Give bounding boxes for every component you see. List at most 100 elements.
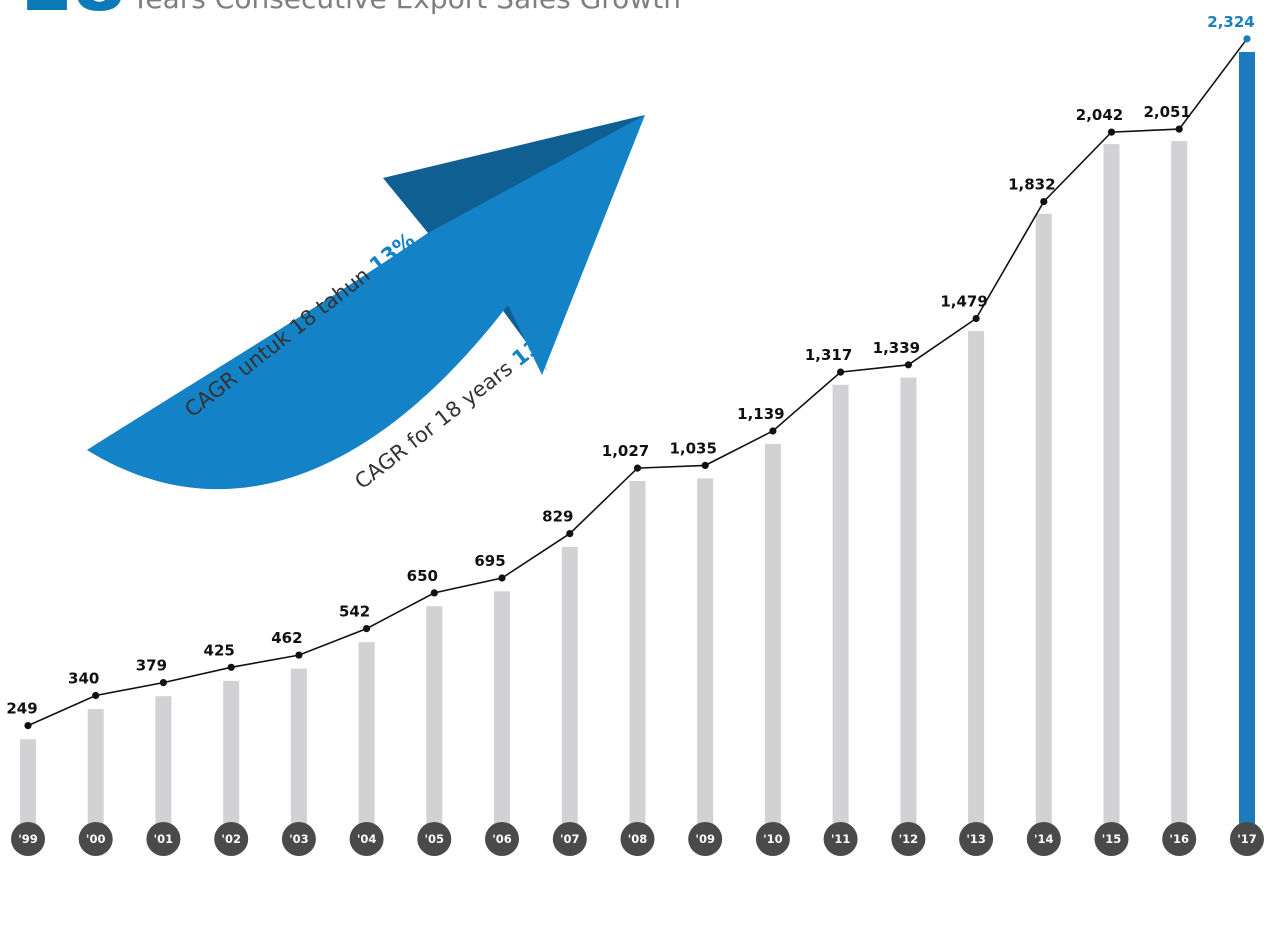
tick-circle-5 — [349, 822, 384, 856]
tick-circle-3 — [214, 822, 249, 856]
bar-15 — [1035, 213, 1052, 826]
bar-1 — [87, 709, 104, 825]
point-9 — [633, 464, 642, 472]
bar-14 — [968, 331, 985, 825]
bar-5 — [358, 642, 375, 825]
tick-label-15: '14 — [1034, 832, 1054, 846]
tick-label-18: '17 — [1237, 832, 1257, 846]
tick-circle-7 — [485, 822, 519, 856]
bar-16 — [1103, 144, 1120, 826]
tick-circle-15 — [1026, 822, 1061, 856]
tick-label-1: '00 — [86, 832, 106, 846]
value-label-16: 2,042 — [1076, 106, 1123, 124]
value-label-18: 2,324 — [1207, 13, 1254, 31]
point-2 — [159, 679, 167, 687]
tick-label-11: '10 — [763, 832, 783, 846]
bar-3 — [223, 680, 240, 825]
chart-title: Years Consecutive Export Sales Growth — [131, 0, 681, 15]
bar-18 — [1239, 52, 1255, 825]
value-label-15: 1,832 — [1008, 176, 1055, 194]
tick-label-3: '02 — [221, 832, 241, 846]
bar-9 — [629, 481, 646, 825]
bar-17 — [1171, 141, 1188, 826]
tick-label-17: '16 — [1169, 832, 1189, 846]
point-14 — [972, 314, 980, 323]
point-6 — [430, 589, 438, 597]
tick-label-5: '04 — [357, 832, 377, 846]
value-label-0: 249 — [6, 700, 37, 718]
tick-circle-18 — [1230, 822, 1264, 856]
value-label-6: 650 — [407, 567, 438, 585]
point-15 — [1040, 198, 1048, 206]
bar-2 — [155, 696, 172, 825]
tick-circle-17 — [1162, 822, 1197, 856]
point-5 — [363, 625, 371, 633]
tick-label-13: '12 — [899, 832, 919, 846]
value-label-13: 1,339 — [873, 339, 920, 357]
value-label-9: 1,027 — [602, 442, 649, 460]
tick-circle-14 — [959, 822, 994, 856]
value-label-2: 379 — [136, 657, 167, 675]
growth-arrow-icon — [87, 115, 645, 490]
point-4 — [295, 651, 303, 659]
tick-label-6: '05 — [425, 832, 445, 846]
point-1 — [92, 691, 100, 700]
tick-circle-4 — [281, 822, 316, 856]
point-8 — [566, 530, 574, 538]
point-18 — [1243, 35, 1251, 43]
point-13 — [904, 361, 913, 369]
tick-circle-9 — [620, 822, 655, 856]
value-label-7: 695 — [474, 552, 505, 570]
point-7 — [498, 574, 506, 582]
tick-circle-2 — [146, 822, 181, 856]
tick-label-7: '06 — [492, 832, 512, 846]
point-10 — [701, 461, 709, 469]
tick-label-9: '08 — [628, 832, 648, 846]
bar-8 — [561, 546, 578, 825]
trend-line-group — [24, 35, 1251, 730]
tick-circle-16 — [1094, 822, 1129, 856]
tick-label-2: '01 — [154, 832, 174, 846]
value-labels-group: 249 340 379 425 462 542 650 695 829 1,027 1,035 1,1… — [6, 13, 1254, 718]
value-label-8: 829 — [542, 508, 573, 526]
point-17 — [1175, 125, 1183, 133]
bar-6 — [426, 606, 443, 825]
tick-label-10: '09 — [695, 832, 715, 846]
tick-circle-8 — [552, 822, 587, 856]
bar-12 — [832, 384, 849, 825]
value-label-1: 340 — [68, 670, 99, 688]
value-label-14: 1,479 — [940, 293, 987, 311]
tick-circle-0 — [11, 822, 45, 856]
tick-circle-12 — [823, 822, 858, 856]
point-12 — [837, 368, 845, 376]
tick-circle-6 — [417, 822, 452, 856]
bar-0 — [20, 739, 36, 825]
tick-circle-10 — [688, 822, 723, 856]
value-label-11: 1,139 — [737, 405, 784, 423]
bar-10 — [697, 478, 714, 825]
value-label-4: 462 — [271, 629, 302, 647]
bar-11 — [764, 443, 781, 825]
tick-label-16: '15 — [1102, 832, 1122, 846]
x-axis-ticks-group: '99 '00 '01 '02 '03 '04 '05 '06 '07 '08 '09 '10 '11 '… — [11, 822, 1264, 856]
tick-label-8: '07 — [560, 832, 580, 846]
value-label-17: 2,051 — [1143, 103, 1190, 121]
growth-arrow-front — [87, 115, 645, 490]
point-0 — [24, 722, 32, 730]
big-number-18: 18 — [18, 0, 127, 29]
tick-label-4: '03 — [289, 832, 309, 846]
tick-label-14: '13 — [966, 832, 986, 846]
point-16 — [1107, 128, 1116, 136]
point-3 — [227, 663, 235, 671]
value-label-10: 1,035 — [669, 439, 716, 457]
tick-circle-1 — [78, 822, 113, 856]
value-label-3: 425 — [204, 641, 235, 659]
tick-label-0: '99 — [18, 832, 38, 846]
bars-group — [20, 52, 1255, 826]
bar-7 — [494, 591, 510, 825]
bar-4 — [290, 668, 307, 825]
value-label-5: 542 — [339, 603, 370, 621]
point-11 — [769, 427, 777, 435]
